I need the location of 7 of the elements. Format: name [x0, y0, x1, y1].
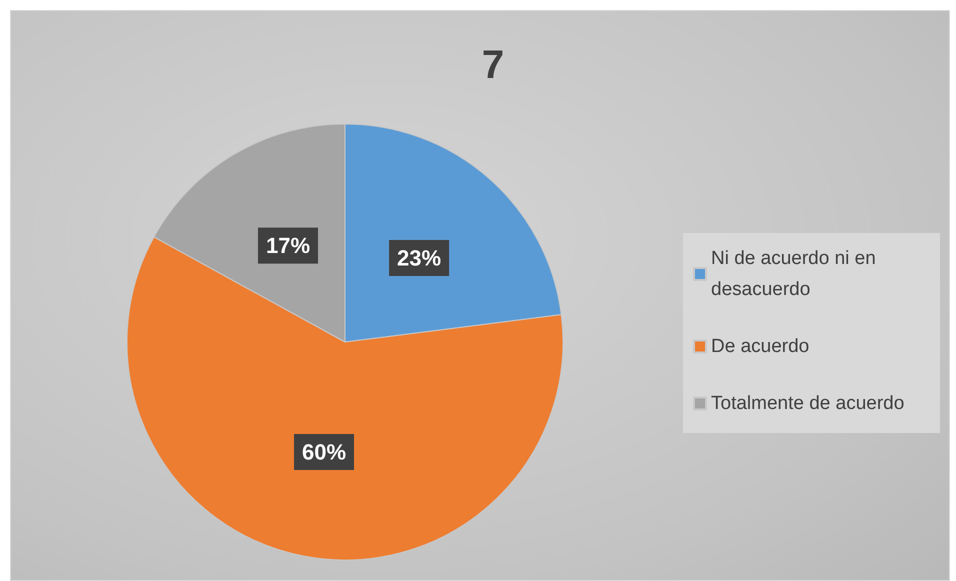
legend-label: Ni de acuerdo ni en desacuerdo	[711, 248, 882, 300]
data-label: 17%	[266, 233, 310, 258]
legend-label: De acuerdo	[711, 336, 810, 357]
data-label: 60%	[302, 440, 346, 465]
chart-title: 7	[482, 43, 504, 87]
legend-label: Totalmente de acuerdo	[711, 393, 904, 414]
data-label: 23%	[397, 245, 442, 270]
